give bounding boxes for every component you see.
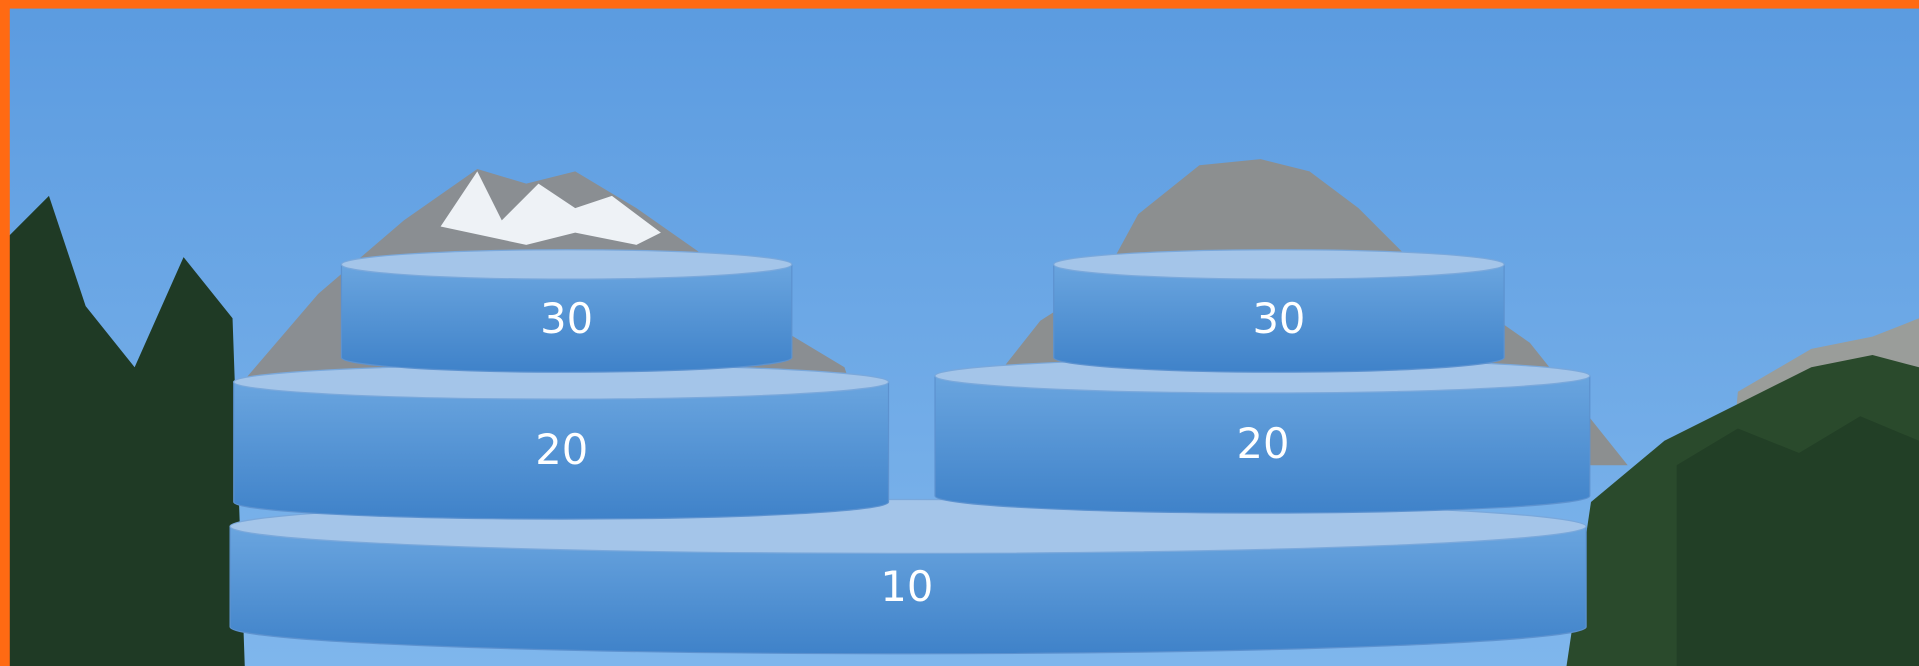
slide: 10 20 20 30 30	[0, 0, 1919, 666]
cylinder: 30	[1054, 250, 1504, 372]
cylinder: 30	[341, 250, 791, 372]
node-label: 20	[535, 425, 588, 474]
node-label: 20	[1237, 419, 1290, 468]
cylinder: 20	[935, 359, 1590, 513]
cylinder: 10	[230, 500, 1586, 654]
cylinder: 20	[234, 365, 889, 519]
page: {"diagram": {"nodes": [{"label": "10"}, …	[0, 0, 1919, 666]
border-left	[0, 0, 10, 666]
node-label: 30	[1252, 294, 1305, 343]
border-top	[0, 0, 1919, 9]
node-label: 10	[880, 562, 933, 611]
node-label: 30	[540, 294, 593, 343]
